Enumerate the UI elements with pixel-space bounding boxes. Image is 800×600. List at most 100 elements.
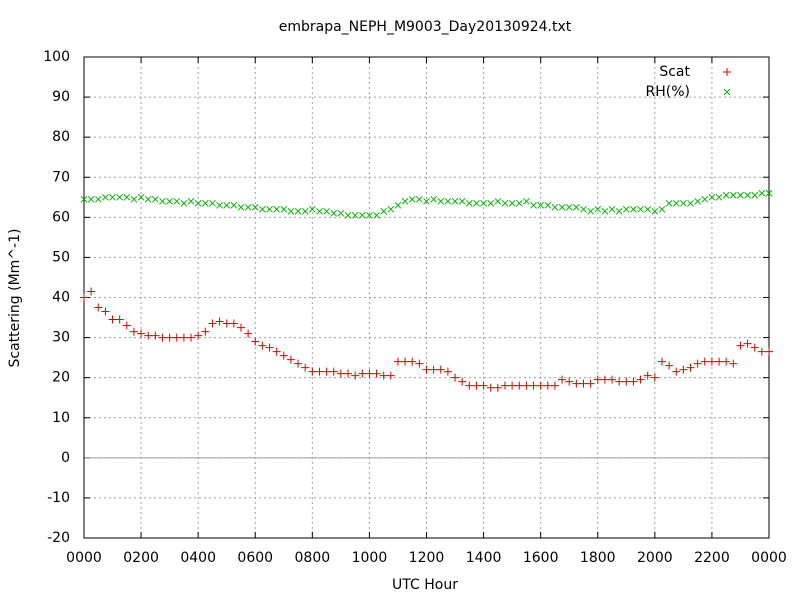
data-point (301, 207, 309, 215)
data-point (223, 201, 231, 209)
data-point (722, 191, 730, 199)
data-point (301, 363, 310, 372)
data-point (465, 199, 473, 207)
legend-symbol (723, 68, 731, 76)
data-point (672, 367, 681, 376)
y-axis-label: Scattering (Mm^-1) (7, 229, 23, 368)
data-point (480, 199, 487, 207)
data-point (758, 189, 766, 197)
data-point (437, 197, 445, 205)
data-point (336, 369, 345, 378)
data-point (130, 195, 138, 203)
data-point (665, 199, 673, 207)
data-point (387, 205, 395, 213)
data-point (608, 205, 616, 213)
data-point (401, 357, 410, 366)
data-point (544, 201, 552, 209)
data-point (237, 203, 245, 211)
data-point (679, 365, 688, 374)
data-point (380, 207, 388, 215)
data-point (494, 197, 502, 205)
x-tick-label: 0000 (751, 550, 787, 566)
data-point (323, 207, 330, 215)
data-point (537, 201, 545, 209)
data-point (329, 367, 338, 376)
data-point (729, 191, 737, 199)
data-point (137, 193, 145, 201)
data-point (251, 203, 259, 211)
data-point (530, 201, 537, 209)
data-point (444, 197, 452, 205)
data-point (123, 193, 131, 201)
x-tick-label: 0400 (180, 550, 216, 566)
data-point (179, 333, 188, 342)
data-point (366, 211, 373, 219)
data-point (294, 207, 302, 215)
data-point (715, 193, 723, 201)
data-point (515, 381, 524, 390)
data-point (286, 355, 295, 364)
x-tick-label: 0200 (123, 550, 159, 566)
data-point (330, 209, 338, 217)
data-point (551, 203, 559, 211)
data-point (608, 375, 617, 384)
x-tick-label: 2200 (694, 550, 730, 566)
data-point (208, 319, 217, 328)
y-tick-label: 90 (52, 89, 70, 105)
data-point (322, 367, 331, 376)
data-point (622, 377, 631, 386)
data-point (187, 197, 195, 205)
y-tick-label: 50 (52, 249, 70, 265)
data-point (266, 205, 273, 213)
data-point (657, 357, 666, 366)
data-point (486, 383, 495, 392)
data-point (180, 199, 188, 207)
data-point (523, 197, 530, 205)
data-point (493, 383, 502, 392)
y-tick-label: 30 (52, 330, 70, 346)
data-point (587, 207, 594, 215)
data-point (215, 317, 224, 326)
data-point (287, 207, 295, 215)
data-point (458, 197, 466, 205)
data-point (94, 195, 102, 203)
data-point (558, 375, 567, 384)
data-point (629, 377, 638, 386)
data-point (308, 367, 317, 376)
y-tick-label: 40 (52, 290, 70, 306)
data-point (743, 339, 752, 348)
data-point (308, 205, 316, 213)
y-tick-label: 10 (52, 410, 70, 426)
legend-label: Scat (659, 64, 690, 80)
data-point (259, 205, 266, 213)
data-point (415, 359, 424, 368)
data-point (601, 207, 609, 215)
data-point (665, 361, 674, 370)
y-tick-label: 60 (52, 209, 70, 225)
data-point (144, 195, 152, 203)
data-point (159, 197, 166, 205)
data-point (166, 197, 173, 205)
data-point (615, 377, 624, 386)
data-point (580, 205, 587, 213)
data-point (230, 201, 238, 209)
data-point (700, 357, 709, 366)
data-point (351, 371, 360, 380)
data-point (372, 369, 381, 378)
data-point (344, 369, 353, 378)
data-point (765, 347, 773, 356)
data-point (294, 359, 303, 368)
data-point (129, 327, 138, 336)
data-point (630, 205, 637, 213)
data-point (757, 347, 766, 356)
data-point (473, 199, 480, 207)
data-point (651, 207, 659, 215)
data-point (458, 377, 467, 386)
data-point (351, 211, 359, 219)
data-point (615, 207, 623, 215)
data-point (315, 367, 324, 376)
x-tick-label: 2000 (637, 550, 673, 566)
data-point (579, 379, 588, 388)
data-point (151, 331, 160, 340)
data-point (637, 205, 644, 213)
